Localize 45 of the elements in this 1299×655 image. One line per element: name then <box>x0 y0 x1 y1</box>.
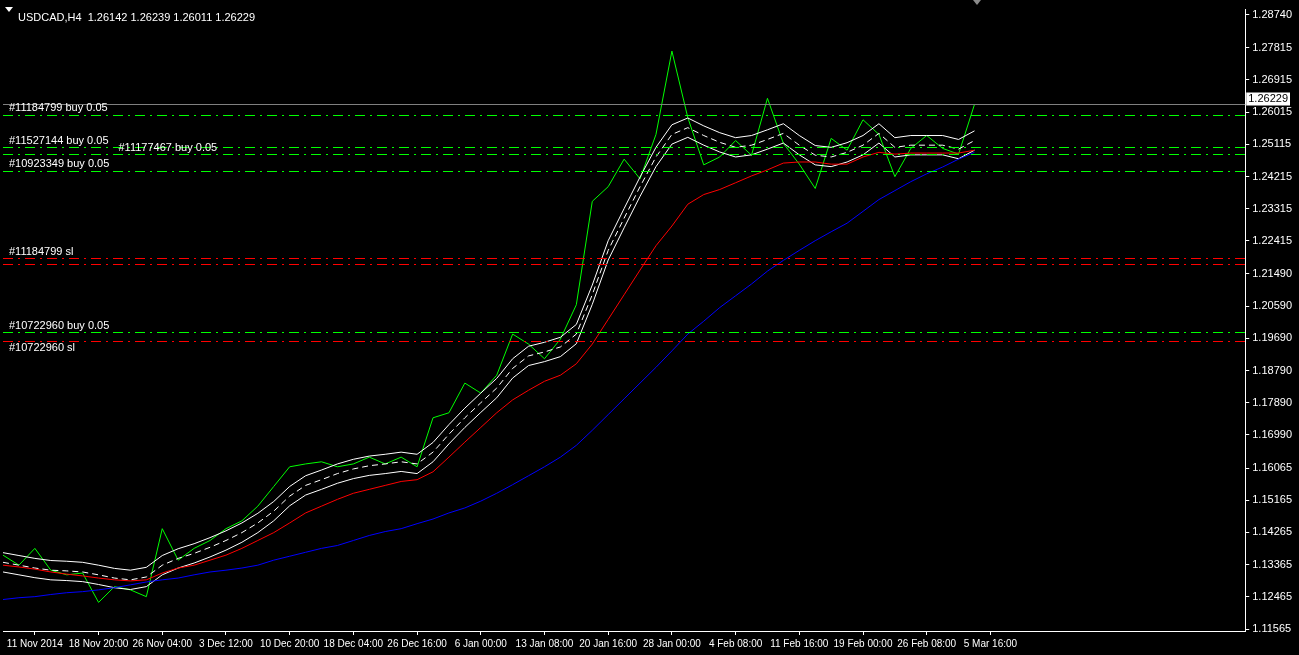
ref-line-label: #10722960 buy 0.05 <box>9 318 110 331</box>
y-tick-label: 1.12465 <box>1252 589 1292 602</box>
y-tick-label: 1.15165 <box>1252 493 1292 506</box>
y-tick-label: 1.11565 <box>1252 622 1292 635</box>
x-tick-label: 18 Dec 04:00 <box>323 637 384 649</box>
y-tick-label: 1.22415 <box>1252 233 1292 246</box>
x-tick-label: 11 Feb 16:00 <box>770 637 829 649</box>
y-tick-label: 1.24215 <box>1252 169 1292 182</box>
x-tick-label: 11 Nov 2014 <box>6 637 64 649</box>
ref-line-label: #10722960 sl <box>9 341 76 354</box>
y-tick-label: 1.19690 <box>1252 331 1292 344</box>
x-tick-label: 6 Jan 00:00 <box>454 637 508 649</box>
ref-line-label: #11184799 buy 0.05 <box>9 101 108 114</box>
x-tick-label: 5 Mar 16:00 <box>963 637 1018 649</box>
ref-line-label: #11177467 buy 0.05 <box>118 140 218 153</box>
y-tick-label: 1.23315 <box>1252 201 1292 214</box>
x-tick-label: 18 Nov 20:00 <box>68 637 129 649</box>
x-tick-label: 4 Feb 08:00 <box>708 637 763 649</box>
y-tick-label: 1.25115 <box>1252 137 1292 150</box>
x-tick-label: 10 Dec 20:00 <box>259 637 320 649</box>
x-tick-label: 28 Jan 00:00 <box>642 637 702 649</box>
x-tick-label: 13 Jan 08:00 <box>515 637 574 649</box>
y-tick-label: 1.18790 <box>1252 363 1292 376</box>
y-tick-label: 1.16990 <box>1252 427 1292 440</box>
ref-line-label: #11527144 buy 0.05 <box>9 133 109 146</box>
y-tick-label: 1.27815 <box>1252 40 1292 53</box>
x-tick-label: 26 Feb 08:00 <box>897 637 957 649</box>
x-tick-label: 26 Nov 04:00 <box>132 637 193 649</box>
x-tick-label: 20 Jan 16:00 <box>579 637 638 649</box>
ref-line-label: 1.26229 <box>1248 91 1288 104</box>
x-tick-label: 19 Feb 00:00 <box>833 637 893 649</box>
ref-line-label: #10923349 buy 0.05 <box>9 157 110 170</box>
y-tick-label: 1.20590 <box>1252 299 1292 312</box>
chart-title: USDCAD,H4 1.26142 1.26239 1.26011 1.26229 <box>18 11 256 24</box>
y-tick-label: 1.14265 <box>1252 525 1292 538</box>
y-tick-label: 1.16065 <box>1252 461 1292 474</box>
x-tick-label: 3 Dec 12:00 <box>199 637 254 649</box>
y-tick-label: 1.13365 <box>1252 557 1292 570</box>
y-tick-label: 1.21490 <box>1252 267 1292 279</box>
y-tick-label: 1.26015 <box>1252 105 1292 118</box>
ref-line-label: #11184799 sl <box>9 244 74 257</box>
y-tick-label: 1.28740 <box>1252 7 1292 20</box>
y-tick-label: 1.26915 <box>1252 72 1292 85</box>
y-tick-label: 1.17890 <box>1252 395 1292 408</box>
x-tick-label: 26 Dec 16:00 <box>387 637 448 649</box>
